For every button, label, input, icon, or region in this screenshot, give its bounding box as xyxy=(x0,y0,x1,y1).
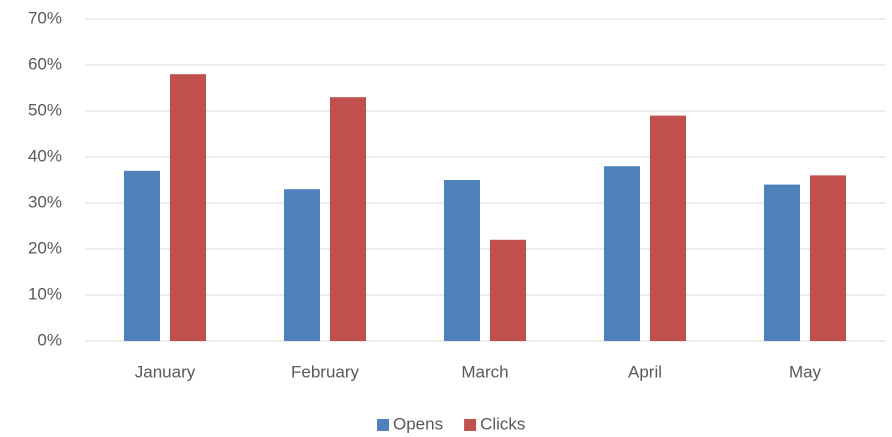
y-tick-label: 20% xyxy=(28,238,62,257)
bar xyxy=(444,180,480,341)
y-tick-label: 0% xyxy=(37,330,62,349)
bar xyxy=(124,170,160,341)
bar xyxy=(650,115,686,341)
bar xyxy=(490,239,526,341)
bar xyxy=(604,166,640,341)
x-tick-label: March xyxy=(461,362,508,381)
bar xyxy=(284,189,320,341)
bar xyxy=(764,184,800,341)
y-tick-label: 40% xyxy=(28,146,62,165)
legend-label: Clicks xyxy=(480,414,525,433)
y-tick-label: 70% xyxy=(28,8,62,27)
y-tick-label: 50% xyxy=(28,100,62,119)
legend-swatch xyxy=(377,419,389,431)
y-tick-label: 60% xyxy=(28,54,62,73)
y-tick-label: 10% xyxy=(28,284,62,303)
x-tick-label: January xyxy=(135,362,196,381)
bar xyxy=(330,97,366,341)
bar xyxy=(170,74,206,341)
x-tick-label: February xyxy=(291,362,360,381)
y-tick-label: 30% xyxy=(28,192,62,211)
legend-label: Opens xyxy=(393,414,443,433)
legend-swatch xyxy=(464,419,477,431)
x-tick-label: May xyxy=(789,362,822,381)
bar xyxy=(810,175,846,341)
x-tick-label: April xyxy=(628,362,662,381)
